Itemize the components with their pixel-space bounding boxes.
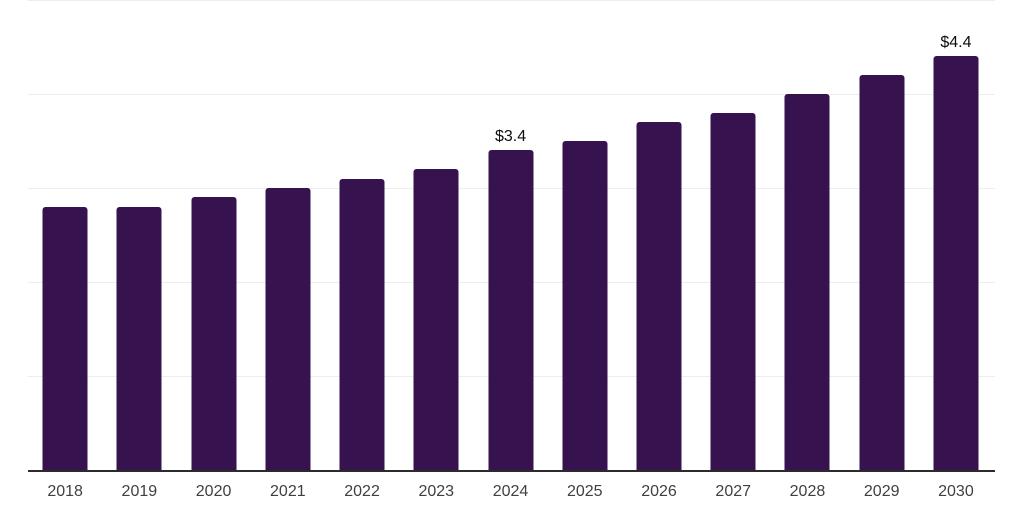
bar-2027: [710, 112, 756, 470]
bar-2025: [562, 141, 608, 470]
x-tick-label-2023: 2023: [418, 483, 455, 500]
bar-group-2019: [102, 0, 176, 470]
bar-group-2020: [176, 0, 250, 470]
plot-area: $3.4 $4.4: [28, 0, 995, 472]
bar-2020: [191, 197, 237, 470]
bar-2030: [933, 56, 979, 470]
bar-group-2028: [770, 0, 844, 470]
bar-group-2026: [622, 0, 696, 470]
bar-2019: [116, 206, 162, 470]
bar-group-2029: [845, 0, 919, 470]
x-tick-label-2020: 2020: [195, 483, 232, 500]
bar-group-2024: $3.4: [473, 0, 547, 470]
bar-2023: [413, 169, 459, 470]
bar-2029: [859, 75, 905, 470]
x-tick-label-2026: 2026: [641, 483, 677, 500]
x-axis-labels: 2018 2019 2020 2021 2022 2023 2024 2025 2026 2027…: [28, 481, 993, 503]
x-tick-label-2022: 2022: [344, 483, 380, 500]
bar-group-2018: [28, 0, 102, 470]
bar-value-label-2030: $4.4: [940, 34, 972, 52]
bar-2026: [636, 122, 682, 470]
x-tick-label-2021: 2021: [270, 483, 306, 500]
bar-2021: [265, 188, 311, 470]
bar-2024: [488, 150, 534, 470]
x-tick-label-2019: 2019: [121, 483, 158, 500]
x-tick-label-2025: 2025: [566, 483, 603, 500]
x-tick-label-2029: 2029: [863, 483, 900, 500]
bar-group-2025: [548, 0, 622, 470]
bars-row: $3.4 $4.4: [28, 0, 993, 470]
bar-group-2022: [325, 0, 399, 470]
bar-2022: [339, 178, 385, 470]
x-tick-label-2027: 2027: [715, 483, 752, 500]
bar-group-2021: [251, 0, 325, 470]
bar-value-label-2024: $3.4: [494, 128, 527, 146]
bar-group-2023: [399, 0, 473, 470]
gridline-5: [28, 0, 995, 1]
x-axis-line: [28, 470, 995, 472]
x-tick-label-2018: 2018: [47, 483, 83, 500]
bar-2028: [784, 94, 830, 470]
x-tick-label-2030: 2030: [938, 483, 974, 500]
bar-group-2030: $4.4: [919, 0, 993, 470]
x-tick-label-2028: 2028: [789, 483, 826, 500]
bar-group-2027: [696, 0, 770, 470]
x-tick-label-2024: 2024: [492, 483, 529, 500]
gridline-4: [28, 94, 995, 95]
bar-2018: [42, 206, 88, 470]
